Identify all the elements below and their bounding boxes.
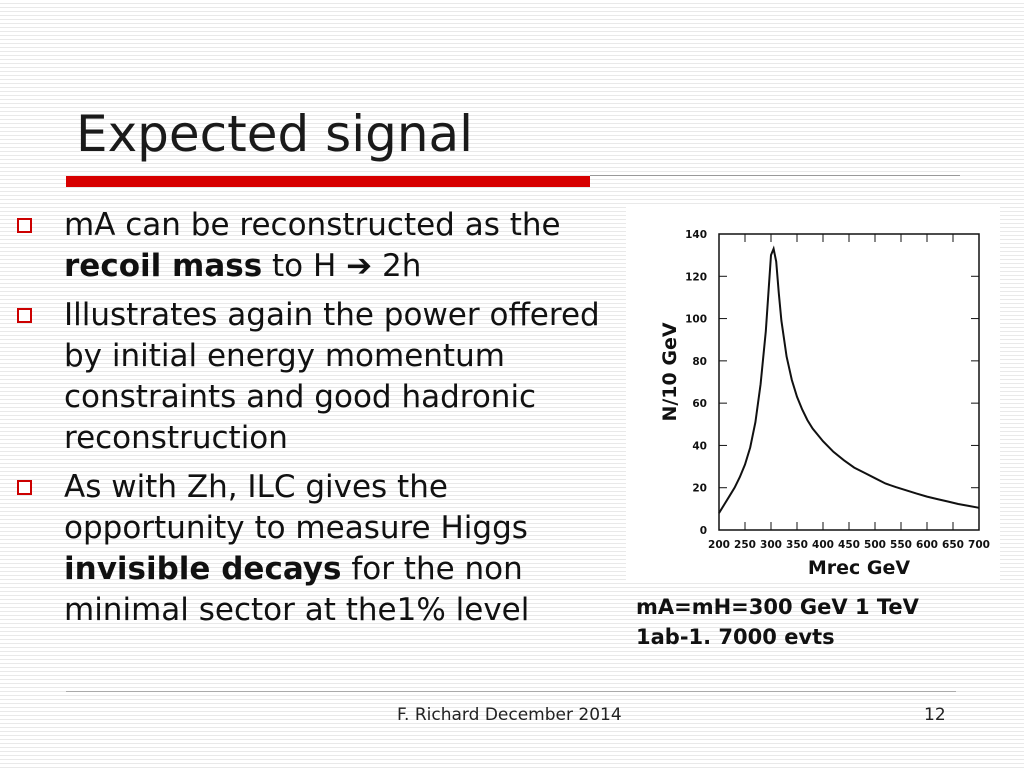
bullet-item: As with Zh, ILC gives the opportunity to… bbox=[14, 467, 614, 631]
chart-y-tick-label: 100 bbox=[685, 314, 707, 326]
title-underline-accent bbox=[66, 176, 590, 187]
bullet-item: Illustrates again the power offered by i… bbox=[14, 295, 614, 459]
chart-y-tick-label: 80 bbox=[692, 356, 707, 368]
chart-canvas: 200 250 300 350 400 450 500 550 600 650 700 0 20 40 60… bbox=[659, 229, 990, 579]
chart-x-tick-label: 650 bbox=[942, 539, 964, 551]
chart-x-tick-label: 350 bbox=[786, 539, 808, 551]
chart-x-tick-label: 700 bbox=[968, 539, 990, 551]
chart-y-tick-label: 40 bbox=[692, 440, 707, 452]
chart-x-tick-label: 400 bbox=[812, 539, 834, 551]
chart-x-tick-label: 550 bbox=[890, 539, 912, 551]
chart-y-tick-label: 0 bbox=[700, 525, 707, 537]
bullet-box-icon bbox=[17, 480, 32, 495]
bullet-item: mA can be reconstructed as the recoil ma… bbox=[14, 205, 614, 287]
bullet-text: mA can be reconstructed as the recoil ma… bbox=[64, 207, 561, 284]
footer-divider bbox=[66, 691, 956, 692]
bullet-list: mA can be reconstructed as the recoil ma… bbox=[14, 205, 614, 639]
bullet-segment: mA can be reconstructed as the bbox=[64, 207, 561, 243]
chart-caption: mA=mH=300 GeV 1 TeV 1ab-1. 7000 evts bbox=[636, 592, 919, 652]
bullet-box-icon bbox=[17, 218, 32, 233]
chart-x-axis-label: Mrec GeV bbox=[808, 557, 911, 579]
bullet-box-icon bbox=[17, 308, 32, 323]
chart-axes bbox=[718, 233, 980, 531]
bullet-segment: Illustrates again the power offered by i… bbox=[64, 297, 600, 456]
chart-caption-line-1: mA=mH=300 GeV 1 TeV bbox=[636, 595, 919, 619]
chart-x-tick-label: 450 bbox=[838, 539, 860, 551]
slide-title: Expected signal bbox=[76, 105, 474, 163]
chart-ticks: 200 250 300 350 400 450 500 550 600 650 700 0 20 40 60… bbox=[685, 229, 990, 551]
bullet-emphasis: invisible decays bbox=[64, 551, 342, 587]
chart-frame bbox=[718, 233, 980, 531]
title-underline-rule bbox=[590, 175, 960, 176]
chart-x-tick-label: 600 bbox=[916, 539, 938, 551]
footer-text: F. Richard December 2014 bbox=[397, 705, 622, 725]
chart-y-tick-label: 120 bbox=[685, 271, 707, 283]
bullet-text: Illustrates again the power offered by i… bbox=[64, 297, 600, 456]
bullet-segment: to H ➔ 2h bbox=[262, 248, 422, 284]
chart-x-tick-label: 200 bbox=[708, 539, 730, 551]
bullet-emphasis: recoil mass bbox=[64, 248, 263, 284]
chart-x-tick-label: 500 bbox=[864, 539, 886, 551]
bullet-segment: for the non minimal sector at the1% leve… bbox=[64, 551, 530, 628]
chart-series-line bbox=[718, 245, 980, 514]
chart-y-tick-label: 20 bbox=[692, 483, 707, 495]
recoil-mass-chart: 200 250 300 350 400 450 500 550 600 650 700 0 20 40 60… bbox=[626, 207, 1000, 581]
slide-number: 12 bbox=[924, 705, 946, 725]
bullet-text: As with Zh, ILC gives the opportunity to… bbox=[64, 469, 529, 628]
chart-y-tick-label: 60 bbox=[692, 398, 707, 410]
chart-x-tick-label: 250 bbox=[734, 539, 756, 551]
chart-y-axis-label: N/10 GeV bbox=[659, 322, 681, 421]
chart-caption-line-2: 1ab-1. 7000 evts bbox=[636, 625, 835, 649]
chart-y-tick-label: 140 bbox=[685, 229, 707, 241]
chart-x-tick-label: 300 bbox=[760, 539, 782, 551]
bullet-segment: As with Zh, ILC gives the opportunity to… bbox=[64, 469, 528, 546]
